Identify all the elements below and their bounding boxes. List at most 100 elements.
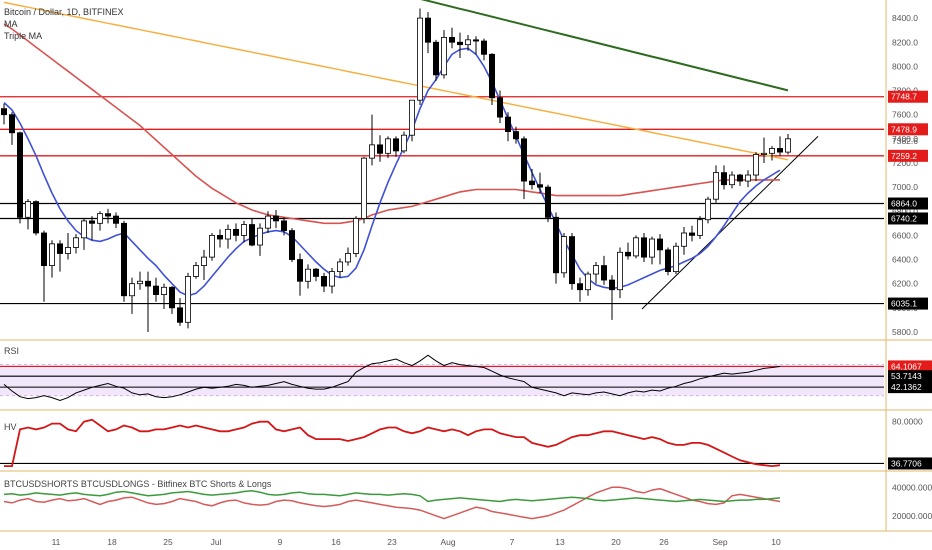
- rsi-level-label: 42.1362: [891, 382, 922, 392]
- candle-body: [400, 134, 407, 152]
- price-tick-label: 6600.0: [892, 230, 918, 240]
- indicator-triple-ma-label[interactable]: Triple MA: [4, 31, 43, 41]
- level-tag-label: 6740.2: [891, 213, 917, 223]
- candle-body: [777, 148, 784, 153]
- last-price-label: 7382.6: [892, 136, 918, 146]
- candle-body: [721, 172, 728, 186]
- candle-body: [33, 201, 40, 234]
- level-tag: [888, 123, 928, 136]
- ma-green-line: [420, 0, 789, 92]
- candle-body: [296, 259, 303, 282]
- candle-body: [240, 224, 247, 236]
- candle-body: [713, 172, 720, 200]
- candle-body: [537, 184, 544, 188]
- level-tag: [888, 90, 928, 103]
- candle-body: [192, 265, 199, 277]
- x-tick-label: 20: [611, 537, 621, 547]
- candle-body: [105, 213, 112, 217]
- candle-body: [256, 227, 263, 246]
- grid-layer: [0, 0, 932, 532]
- candle-body: [328, 271, 335, 287]
- price-tick-label: 6400.0: [892, 255, 918, 265]
- candle-body: [184, 276, 191, 323]
- candle-body: [73, 237, 80, 248]
- candle-body: [416, 17, 423, 101]
- candle-body: [176, 307, 183, 323]
- candle-body: [152, 285, 159, 295]
- hv-level-label: 36.7706: [891, 458, 922, 468]
- candle-body: [376, 144, 383, 154]
- x-tick-label: Aug: [440, 537, 455, 547]
- candle-body: [553, 216, 560, 274]
- x-tick-label: 11: [52, 537, 61, 547]
- candle-body: [697, 219, 704, 236]
- price-panel[interactable]: [0, 0, 884, 332]
- candle-body: [569, 236, 576, 285]
- level-tag: [888, 197, 928, 210]
- candle-body: [352, 218, 359, 254]
- candle-body: [65, 247, 72, 254]
- hv-level-tag: [888, 457, 932, 470]
- candle-body: [344, 253, 351, 263]
- shorts-line: [3, 486, 781, 520]
- rsi-level-label: 64.1067: [891, 361, 922, 371]
- candle-body: [456, 41, 463, 46]
- shorts-longs-panel[interactable]: BTCUSDSHORTS BTCUSDLONGS - Bitfinex BTC …: [3, 479, 781, 520]
- candle-body: [769, 148, 776, 154]
- candle-body: [649, 238, 656, 258]
- candle-body: [585, 273, 592, 291]
- symbol-title[interactable]: Bitcoin / Dollar, 1D, BITFINEX: [4, 7, 124, 17]
- candle-body: [8, 114, 15, 134]
- candle-body: [785, 138, 792, 153]
- candle-body: [657, 238, 664, 251]
- candle-body: [641, 237, 648, 258]
- candle-body: [424, 17, 431, 43]
- candle-body: [448, 37, 455, 43]
- candle-body: [729, 174, 736, 186]
- hv-panel-label: HV: [4, 422, 17, 432]
- axis-layer: 8400.08200.08000.07800.07600.07400.07200…: [52, 13, 932, 547]
- hv-panel[interactable]: HV: [0, 418, 884, 468]
- price-tick-label: 7000.0: [892, 182, 918, 192]
- ma-blue-line: [3, 47, 781, 297]
- candle-body: [224, 228, 231, 240]
- candle-body: [737, 174, 744, 182]
- candle-body: [336, 261, 343, 273]
- price-tick-label: 6800.0: [892, 206, 918, 216]
- chart-legend: Bitcoin / Dollar, 1D, BITFINEX MA Triple…: [4, 6, 124, 42]
- candle-body: [609, 279, 616, 291]
- candle-body: [208, 234, 215, 258]
- candle-body: [601, 265, 608, 281]
- trend-line: [641, 136, 819, 310]
- candle-body: [49, 243, 56, 266]
- candle-body: [113, 215, 120, 224]
- rsi-panel[interactable]: RSI: [0, 346, 884, 402]
- rsi-level-tag: [888, 360, 932, 373]
- candle-body: [304, 268, 311, 282]
- candle-body: [264, 215, 271, 229]
- price-tick-label: 5800.0: [892, 327, 918, 337]
- candle-body: [593, 265, 600, 275]
- sl-tick-label: 40000.0000: [892, 482, 932, 492]
- ma-red-line: [3, 23, 780, 225]
- level-tag-label: 6864.0: [891, 199, 917, 209]
- rsi-line: [3, 354, 781, 402]
- price-tick-label: 8200.0: [892, 37, 918, 47]
- candle-body: [496, 97, 503, 118]
- rsi-level-tag: [888, 381, 932, 394]
- rsi-band: [0, 364, 884, 396]
- candle-body: [144, 280, 151, 287]
- indicator-ma-label[interactable]: MA: [4, 19, 18, 29]
- x-tick-label: 10: [771, 537, 781, 547]
- candle-body: [16, 132, 23, 218]
- x-tick-label: 9: [278, 537, 283, 547]
- price-tick-label: 6200.0: [892, 279, 918, 289]
- level-tag-label: 6035.1: [891, 299, 917, 309]
- candle-body: [745, 174, 752, 182]
- candle-body: [160, 286, 167, 295]
- level-tag: [888, 297, 928, 310]
- candle-body: [392, 138, 399, 152]
- candle-body: [561, 236, 568, 274]
- candle-body: [89, 220, 96, 224]
- candle-body: [200, 256, 207, 266]
